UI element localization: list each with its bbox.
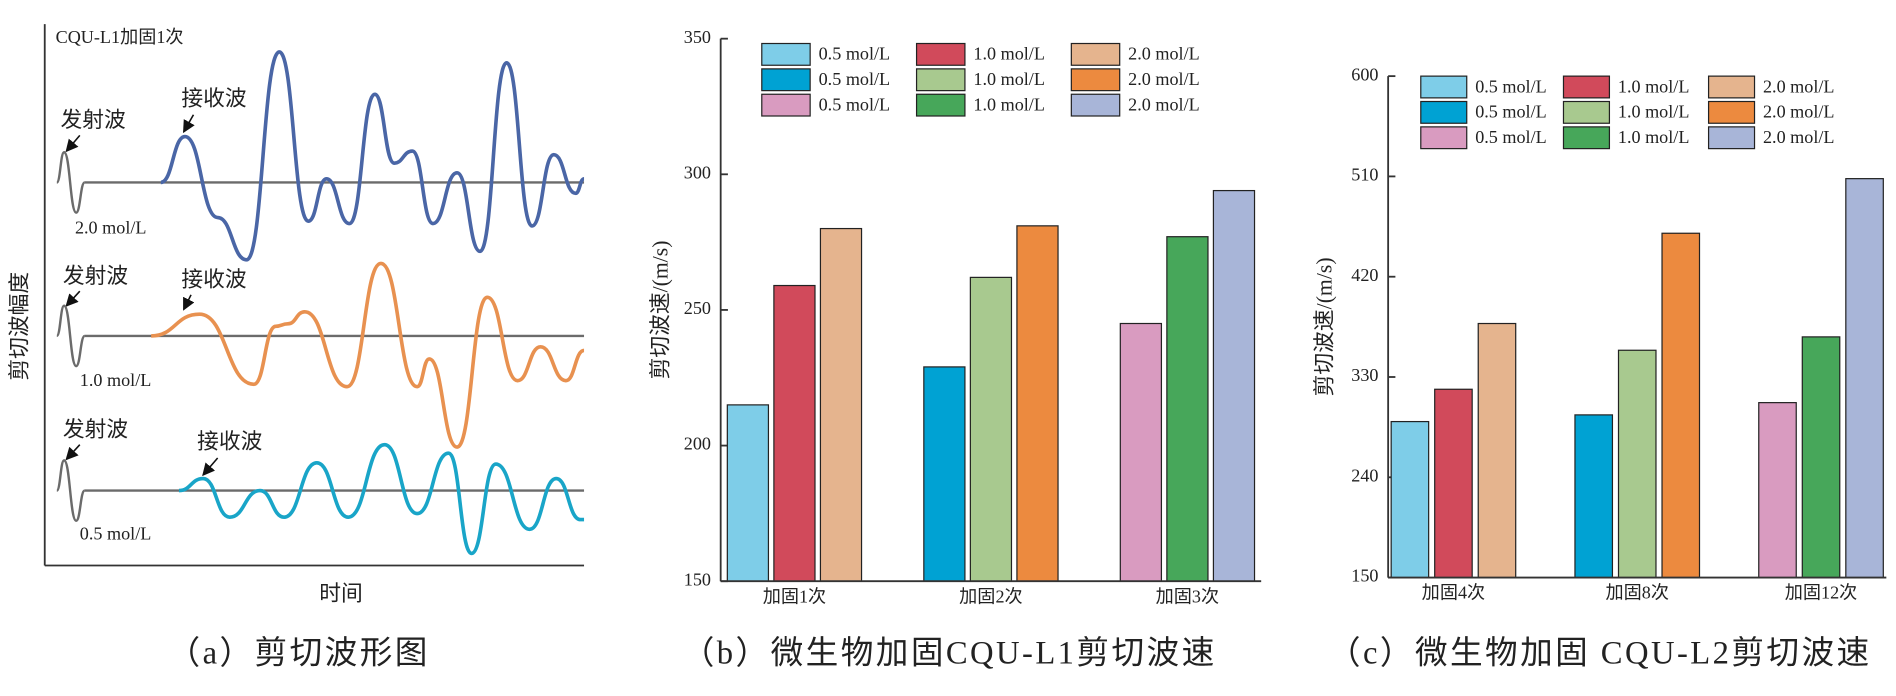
- trace-label: 0.5 mol/L: [80, 523, 152, 543]
- legend-swatch: [1420, 126, 1468, 150]
- bar: [1801, 336, 1841, 579]
- y-tick-label: 150: [1351, 566, 1378, 586]
- emit-label: 发射波: [63, 417, 129, 441]
- chart-panel: 150 240 330 420 510 600 加固4次 加固8次 加固12次 剪切波速/(m/s…: [1312, 64, 1887, 672]
- bar: [1166, 236, 1209, 582]
- x-tick-label: 加固3次: [1156, 586, 1219, 606]
- x-tick-label: 加固8次: [1605, 583, 1668, 603]
- caption: （c）微生物加固 CQU-L2剪切波速: [1328, 635, 1872, 672]
- legend-label: 1.0 mol/L: [973, 69, 1045, 89]
- x-tick-label: 加固1次: [763, 586, 826, 606]
- legend-swatch: [1420, 100, 1468, 124]
- emitted-wave: [55, 304, 86, 368]
- y-tick-label: 510: [1351, 165, 1378, 185]
- y-tick-label: 150: [684, 569, 711, 589]
- y-tick-label: 600: [1351, 64, 1378, 84]
- receive-label: 接收波: [197, 429, 263, 453]
- legend-swatch: [1420, 75, 1468, 99]
- bar: [923, 366, 966, 582]
- receive-label: 接收波: [181, 86, 247, 110]
- y-tick-label: 350: [684, 27, 711, 47]
- y-tick-label: 420: [1351, 265, 1378, 285]
- legend-label: 1.0 mol/L: [1618, 127, 1690, 147]
- legend-swatch: [1070, 42, 1121, 66]
- bar: [1477, 322, 1517, 579]
- y-tick-label: 250: [684, 298, 711, 318]
- receive-label: 接收波: [181, 268, 247, 292]
- received-wave: [178, 442, 585, 556]
- bar: [1434, 388, 1473, 579]
- legend-label: 1.0 mol/L: [973, 94, 1045, 114]
- legend-swatch: [915, 42, 966, 66]
- emitted-wave: [55, 459, 86, 523]
- received-wave: [151, 261, 585, 449]
- bar: [1661, 232, 1701, 579]
- emitted-wave: [55, 151, 86, 214]
- y-axis-label: 剪切波速/(m/s): [1312, 257, 1336, 396]
- legend-label: 2.0 mol/L: [1763, 76, 1835, 96]
- legend-label: 0.5 mol/L: [819, 94, 891, 114]
- emit-label: 发射波: [63, 264, 129, 288]
- legend-label: 2.0 mol/L: [1763, 102, 1835, 122]
- legend-label: 1.0 mol/L: [973, 44, 1045, 64]
- legend-label: 1.0 mol/L: [1618, 76, 1690, 96]
- x-tick-label: 加固12次: [1785, 583, 1858, 603]
- bar: [969, 276, 1013, 582]
- chart-panel: 150 200 250 300 350 加固1次 加固2次 加固3次 剪切波速/(m/s) （b）…: [649, 27, 1262, 672]
- legend-swatch: [1562, 126, 1611, 150]
- x-tick-label: 加固2次: [959, 586, 1022, 606]
- y-tick-label: 330: [1351, 365, 1378, 385]
- legend-label: 0.5 mol/L: [1475, 102, 1547, 122]
- legend-swatch: [761, 93, 811, 117]
- bar: [1758, 402, 1797, 579]
- bar: [1212, 189, 1256, 582]
- legend-label: 0.5 mol/L: [819, 44, 891, 64]
- y-tick-label: 240: [1351, 465, 1378, 485]
- legend-swatch: [761, 42, 811, 66]
- legend-label: 2.0 mol/L: [1128, 44, 1200, 64]
- legend-label: 1.0 mol/L: [1618, 102, 1690, 122]
- arrows: [65, 114, 219, 477]
- legend-label: 2.0 mol/L: [1128, 69, 1200, 89]
- bar: [1617, 349, 1657, 579]
- bar: [1119, 322, 1163, 582]
- caption: （a）剪切波形图: [168, 635, 430, 672]
- legend-swatch: [1707, 100, 1756, 124]
- emit-label: 发射波: [60, 108, 126, 132]
- bar: [1845, 178, 1884, 579]
- legend-label: 0.5 mol/L: [819, 69, 891, 89]
- legend-swatch: [1562, 100, 1611, 124]
- bar: [726, 404, 770, 582]
- legend-swatch: [1070, 93, 1121, 117]
- legend-label: 2.0 mol/L: [1128, 94, 1200, 114]
- bar: [1390, 420, 1430, 579]
- y-tick-label: 300: [684, 162, 711, 182]
- bar: [1574, 414, 1614, 579]
- y-axis-label: 剪切波幅度: [8, 272, 32, 381]
- caption: （b）微生物加固CQU-L1剪切波速: [682, 635, 1217, 672]
- legend-label: 2.0 mol/L: [1763, 127, 1835, 147]
- legend-swatch: [1707, 75, 1756, 99]
- legend-swatch: [915, 68, 966, 92]
- legend-swatch: [761, 68, 811, 92]
- bar: [1016, 225, 1059, 582]
- legend-swatch: [1707, 126, 1756, 150]
- legend-swatch: [1562, 75, 1611, 99]
- x-axis-label: 时间: [319, 582, 363, 606]
- bar: [819, 227, 863, 582]
- legend-label: 0.5 mol/L: [1475, 76, 1547, 96]
- y-tick-label: 200: [684, 434, 711, 454]
- legend-swatch: [1070, 68, 1121, 92]
- y-axis-label: 剪切波速/(m/s): [649, 240, 673, 379]
- waveform-panel: CQU-L1加固1次 剪切波幅度 时间 （a）剪切波形图 发射波 接收波 2.0…: [8, 24, 585, 672]
- x-tick-label: 加固4次: [1422, 583, 1485, 603]
- trace-label: 2.0 mol/L: [75, 218, 147, 238]
- legend-swatch: [915, 93, 966, 117]
- trace-label: 1.0 mol/L: [80, 370, 152, 390]
- received-wave: [160, 50, 585, 262]
- inner-title: CQU-L1加固1次: [56, 27, 184, 47]
- bar: [773, 284, 816, 582]
- legend-label: 0.5 mol/L: [1475, 127, 1547, 147]
